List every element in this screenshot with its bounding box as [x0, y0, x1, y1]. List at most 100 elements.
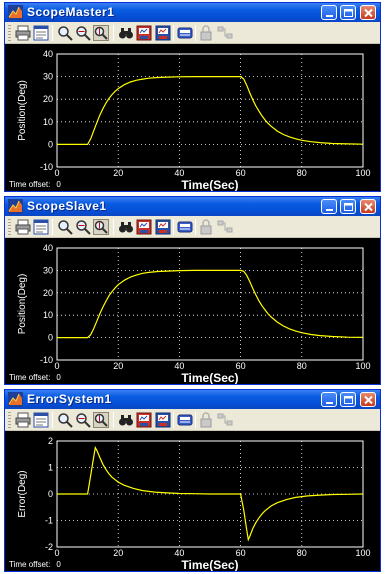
- maximize-button[interactable]: [340, 199, 356, 214]
- signal-trace: [57, 75, 364, 146]
- time-offset-value: 0: [56, 560, 61, 569]
- lock-axes-icon[interactable]: [198, 219, 214, 235]
- parameters-icon[interactable]: [33, 219, 49, 235]
- y-tick-label: 0: [48, 489, 53, 499]
- save-axes-icon[interactable]: [136, 219, 152, 235]
- scope-toolbar: [5, 216, 380, 238]
- toolbar-grip[interactable]: [8, 219, 11, 235]
- y-tick-label: 40: [43, 49, 53, 59]
- zoom-y-icon[interactable]: [93, 219, 109, 235]
- toolbar-grip[interactable]: [8, 412, 11, 428]
- restore-axes-icon[interactable]: [155, 219, 171, 235]
- scope-toolbar: [5, 409, 380, 431]
- time-offset-text: Time offset:: [9, 373, 51, 382]
- minimize-button[interactable]: [321, 199, 337, 214]
- close-button[interactable]: [360, 392, 376, 407]
- y-tick-label: 10: [43, 310, 53, 320]
- y-tick-label: 10: [43, 117, 53, 127]
- lock-axes-icon[interactable]: [198, 25, 214, 41]
- zoom-y-icon[interactable]: [93, 25, 109, 41]
- scope-plot: 0 20 40 60 80 100 -10 0 10 20 30 40 Time(Sec) Positio…: [5, 238, 380, 384]
- y-tick-label: 0: [48, 333, 53, 343]
- y-tick-label: 40: [43, 243, 53, 253]
- zoom-icon[interactable]: [57, 25, 73, 41]
- scope-window-error: ErrorSystem1 0 20 40 60 80 100 -2 -1 0 1 2 Time(Sec…: [4, 389, 381, 572]
- x-tick-label: 60: [236, 168, 246, 178]
- zoom-x-icon[interactable]: [75, 25, 91, 41]
- minimize-button[interactable]: [321, 392, 337, 407]
- toolbar-separator: [173, 25, 174, 41]
- close-button[interactable]: [360, 5, 376, 20]
- parameters-icon[interactable]: [33, 412, 49, 428]
- print-icon[interactable]: [15, 25, 31, 41]
- time-offset-value: 0: [56, 180, 61, 189]
- titlebar[interactable]: ErrorSystem1: [5, 390, 380, 409]
- x-tick-label: 40: [174, 361, 184, 371]
- y-axis-label: Position(Deg): [17, 80, 28, 141]
- floating-scope-icon[interactable]: [177, 412, 193, 428]
- toolbar-separator: [173, 412, 174, 428]
- x-axis-label: Time(Sec): [181, 178, 238, 191]
- signal-selection-icon[interactable]: [217, 219, 233, 235]
- save-axes-icon[interactable]: [136, 25, 152, 41]
- print-icon[interactable]: [15, 412, 31, 428]
- x-tick-label: 80: [297, 168, 307, 178]
- autoscale-icon[interactable]: [118, 219, 134, 235]
- maximize-button[interactable]: [340, 392, 356, 407]
- autoscale-icon[interactable]: [118, 412, 134, 428]
- y-tick-label: -2: [45, 542, 53, 552]
- x-tick-label: 0: [54, 168, 59, 178]
- time-offset-label: Time offset: 0: [9, 180, 61, 189]
- print-icon[interactable]: [15, 219, 31, 235]
- scope-chart: 0 20 40 60 80 100-10010203040Time(Sec)Positio…: [17, 243, 371, 384]
- matlab-scope-icon: [8, 199, 23, 214]
- y-tick-label: -10: [40, 162, 53, 172]
- save-axes-icon[interactable]: [136, 412, 152, 428]
- zoom-y-icon[interactable]: [93, 412, 109, 428]
- floating-scope-icon[interactable]: [177, 219, 193, 235]
- window-title: ScopeSlave1: [27, 199, 107, 213]
- signal-selection-icon[interactable]: [217, 25, 233, 41]
- lock-axes-icon[interactable]: [198, 412, 214, 428]
- toolbar-separator: [195, 219, 196, 235]
- signal-trace: [57, 445, 364, 542]
- y-tick-label: 20: [43, 94, 53, 104]
- x-tick-label: 80: [297, 548, 307, 558]
- y-tick-label: -10: [40, 355, 53, 365]
- x-tick-label: 20: [113, 361, 123, 371]
- floating-scope-icon[interactable]: [177, 25, 193, 41]
- minimize-button[interactable]: [321, 5, 337, 20]
- signal-selection-icon[interactable]: [217, 412, 233, 428]
- time-offset-text: Time offset:: [9, 560, 51, 569]
- autoscale-icon[interactable]: [118, 25, 134, 41]
- y-tick-label: 30: [43, 265, 53, 275]
- y-tick-label: 30: [43, 72, 53, 82]
- x-axis-label: Time(Sec): [181, 371, 238, 384]
- matlab-scope-icon: [8, 392, 23, 407]
- y-axis-label: Error(Deg): [17, 470, 28, 517]
- time-offset-value: 0: [56, 373, 61, 382]
- toolbar-separator: [195, 412, 196, 428]
- titlebar[interactable]: ScopeMaster1: [5, 3, 380, 22]
- zoom-icon[interactable]: [57, 219, 73, 235]
- y-tick-label: 0: [48, 139, 53, 149]
- restore-axes-icon[interactable]: [155, 412, 171, 428]
- toolbar-separator: [195, 25, 196, 41]
- close-button[interactable]: [360, 199, 376, 214]
- x-tick-label: 80: [297, 361, 307, 371]
- zoom-icon[interactable]: [57, 412, 73, 428]
- zoom-x-icon[interactable]: [75, 219, 91, 235]
- parameters-icon[interactable]: [33, 25, 49, 41]
- y-tick-label: 20: [43, 288, 53, 298]
- zoom-x-icon[interactable]: [75, 412, 91, 428]
- toolbar-grip[interactable]: [8, 25, 11, 41]
- restore-axes-icon[interactable]: [155, 25, 171, 41]
- y-tick-label: -1: [45, 516, 53, 526]
- time-offset-text: Time offset:: [9, 180, 51, 189]
- x-tick-label: 0: [54, 361, 59, 371]
- maximize-button[interactable]: [340, 5, 356, 20]
- toolbar-separator: [113, 412, 114, 428]
- signal-trace: [57, 269, 364, 339]
- toolbar-separator: [173, 219, 174, 235]
- titlebar[interactable]: ScopeSlave1: [5, 197, 380, 216]
